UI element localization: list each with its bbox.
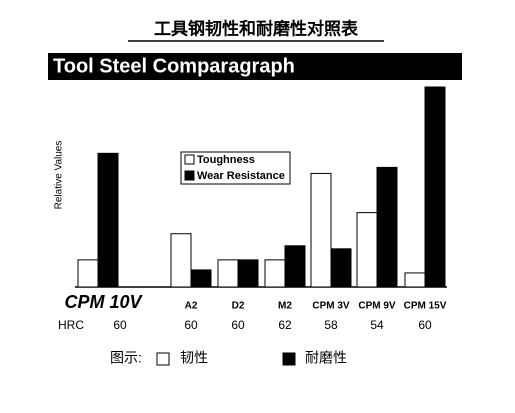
hrc-value: 58 <box>324 318 338 332</box>
bottom-legend-item: 韧性 <box>180 350 208 366</box>
legend-label: Wear Resistance <box>197 170 285 182</box>
hrc-value: 54 <box>370 318 384 332</box>
hrc-value: 60 <box>231 318 245 332</box>
bar <box>170 233 192 288</box>
x-tick-label: CPM 3V <box>312 301 350 312</box>
x-tick-label: CPM 10V <box>64 292 143 312</box>
bar <box>330 248 352 288</box>
x-tick-label: M2 <box>278 301 292 312</box>
hrc-value: 60 <box>113 318 127 332</box>
bar <box>376 166 398 288</box>
x-tick-label: A2 <box>185 301 198 312</box>
x-tick-label: CPM 15V <box>404 301 447 312</box>
legend-label: Toughness <box>197 154 255 166</box>
legend-swatch <box>184 154 195 165</box>
legend <box>180 151 291 185</box>
hrc-label: HRC <box>58 318 84 332</box>
bar <box>97 152 119 288</box>
bar <box>217 259 239 288</box>
bottom-legend-swatch <box>282 352 296 366</box>
bar <box>264 259 286 288</box>
hrc-value: 62 <box>278 318 292 332</box>
legend-swatch <box>184 170 195 181</box>
hrc-value: 60 <box>418 318 432 332</box>
bottom-legend-label: 图示: <box>110 350 142 366</box>
x-tick-label: D2 <box>232 301 245 312</box>
bar <box>424 86 446 288</box>
bar <box>356 212 378 288</box>
y-axis-label: Relative Values <box>54 141 65 210</box>
bar <box>237 259 259 288</box>
bar <box>284 245 306 288</box>
bottom-legend-swatch <box>156 352 170 366</box>
bar <box>190 269 212 288</box>
chart-title: 工具钢韧性和耐磨性对照表 <box>154 18 359 38</box>
bar <box>77 259 99 288</box>
x-tick-label: CPM 9V <box>358 301 396 312</box>
hrc-value: 60 <box>184 318 198 332</box>
bar <box>404 272 426 288</box>
banner <box>48 53 462 80</box>
bottom-legend-item: 耐磨性 <box>305 350 347 366</box>
bar <box>310 172 332 288</box>
chart-subtitle: Tool Steel Comparagraph <box>53 55 295 77</box>
